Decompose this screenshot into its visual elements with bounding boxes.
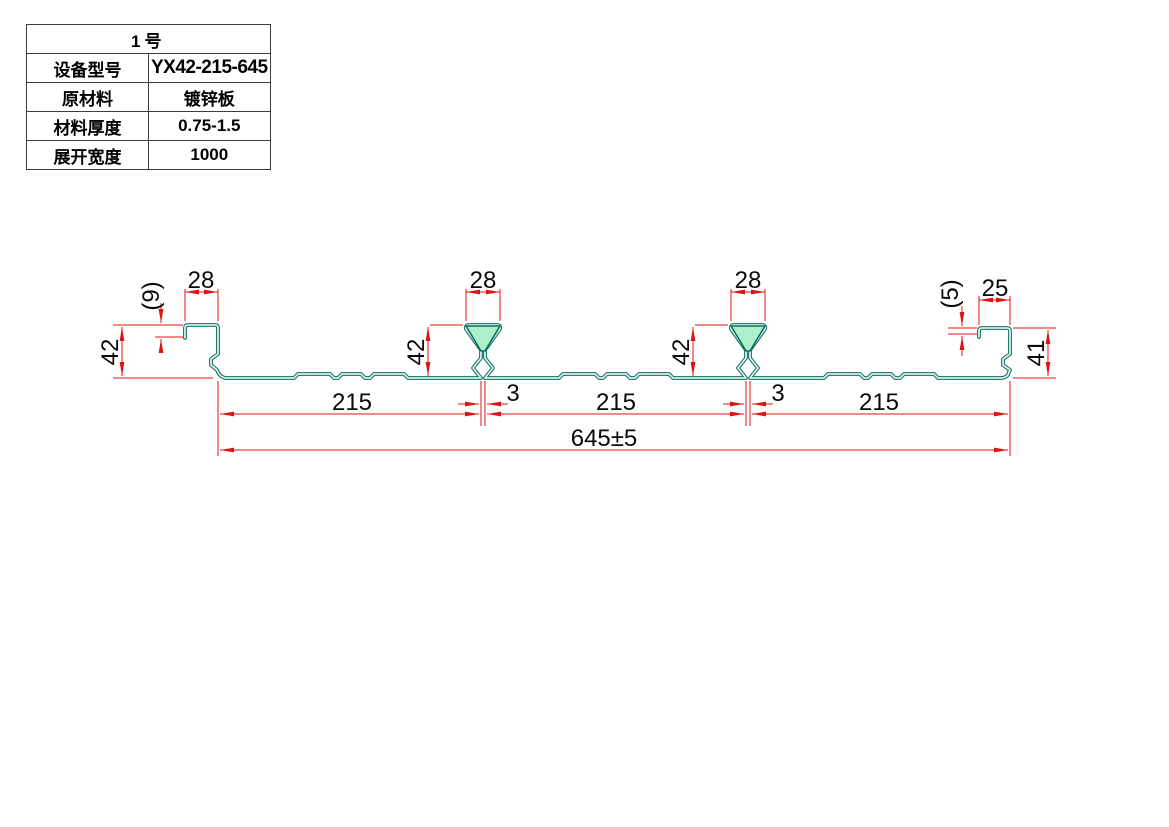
dimension-labels: 28 (9) 42 28 42 3 28 42 3 (5) 25 41 215 …: [97, 267, 1050, 452]
table-row: 设备型号 YX42-215-645: [26, 53, 271, 83]
dim-left-height: 42: [97, 339, 124, 366]
spec-label-thickness: 材料厚度: [26, 111, 149, 141]
spec-table: 1号 设备型号 YX42-215-645 原材料 镀锌板 材料厚度 0.75-1…: [26, 24, 271, 170]
spec-label-coil-width: 展开宽度: [26, 140, 149, 170]
dim-overall-width: 645±5: [571, 425, 638, 452]
table-row: 展开宽度 1000: [26, 140, 271, 170]
rib1-funnel: [465, 325, 501, 352]
dim-span2: 215: [596, 389, 636, 416]
sheet-outline: [183, 323, 1012, 380]
spec-label-model: 设备型号: [26, 53, 149, 83]
profile-cross-section: [183, 323, 1012, 380]
table-row: 1号: [26, 24, 271, 54]
spec-value-material: 镀锌板: [148, 82, 271, 112]
dim-rib1-width: 28: [470, 267, 497, 294]
rib2-funnel: [730, 325, 766, 352]
dim-rib2-slot: 3: [771, 380, 784, 407]
spec-value-coil-width: 1000: [148, 140, 271, 170]
profile-number-title: 1号: [26, 24, 271, 54]
dim-right-flange-width: 25: [982, 275, 1009, 302]
table-row: 材料厚度 0.75-1.5: [26, 111, 271, 141]
dim-left-flange-width: 28: [188, 267, 215, 294]
dim-rib1-height: 42: [403, 339, 430, 366]
dim-span3: 215: [859, 389, 899, 416]
spec-value-thickness: 0.75-1.5: [148, 111, 271, 141]
dim-rib2-height: 42: [668, 339, 695, 366]
dim-left-lip: (9): [138, 281, 165, 310]
sheet-core: [184, 324, 1011, 379]
dim-right-height: 41: [1023, 340, 1050, 367]
dim-right-lip: (5): [937, 279, 964, 308]
dim-span1: 215: [332, 389, 372, 416]
extension-lines: [113, 289, 1056, 456]
dim-rib2-width: 28: [735, 267, 762, 294]
dim-rib1-slot: 3: [506, 380, 519, 407]
spec-value-model: YX42-215-645: [148, 53, 271, 83]
dimension-lines: [113, 289, 1056, 456]
